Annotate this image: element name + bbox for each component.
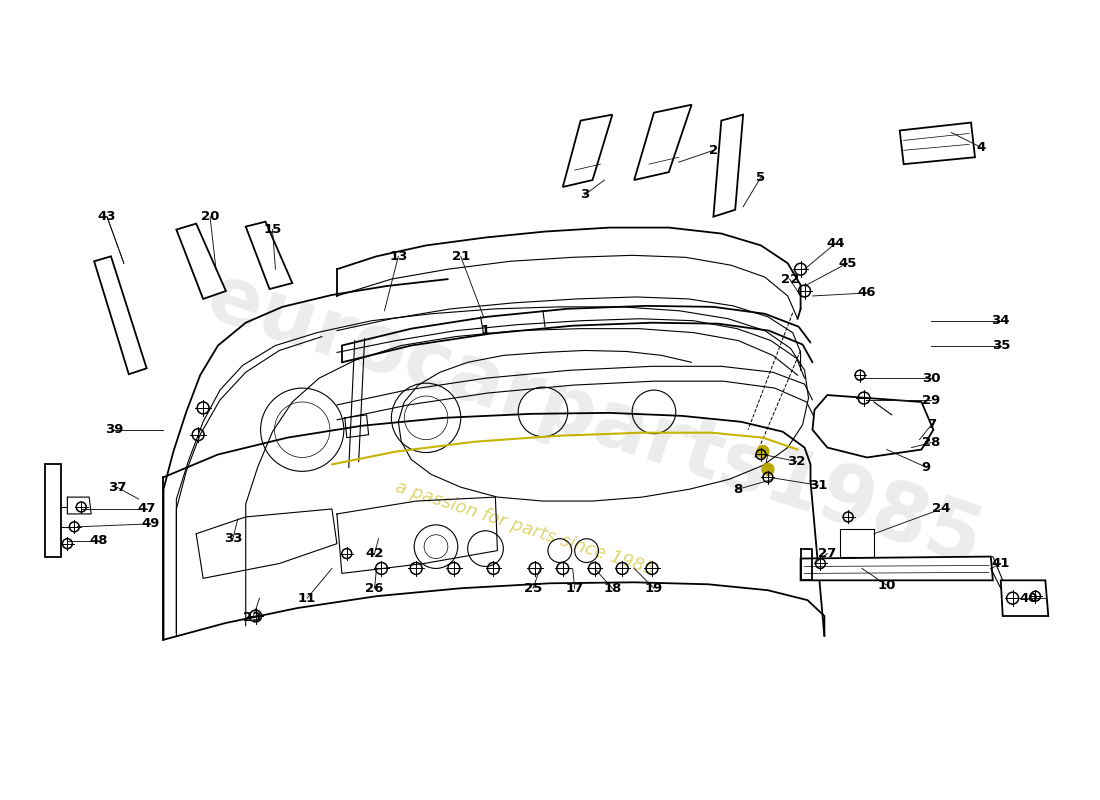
Text: 32: 32 — [788, 455, 806, 468]
Text: 40: 40 — [1020, 592, 1037, 605]
Text: a passion for parts since 1985: a passion for parts since 1985 — [393, 478, 657, 579]
Text: 39: 39 — [104, 423, 123, 436]
Text: 11: 11 — [298, 592, 317, 605]
Text: 3: 3 — [580, 188, 590, 202]
Text: 48: 48 — [90, 534, 108, 547]
Text: 19: 19 — [645, 582, 663, 594]
Text: 37: 37 — [108, 481, 126, 494]
Polygon shape — [813, 395, 934, 458]
Text: 33: 33 — [223, 532, 242, 546]
Text: 49: 49 — [142, 518, 160, 530]
Text: 5: 5 — [757, 170, 766, 183]
Circle shape — [762, 463, 773, 475]
Polygon shape — [714, 114, 744, 217]
Text: 4: 4 — [977, 141, 986, 154]
Text: 25: 25 — [524, 582, 542, 594]
Text: 23: 23 — [243, 611, 262, 625]
Polygon shape — [801, 557, 993, 580]
Text: eurocarparts1985: eurocarparts1985 — [197, 258, 992, 582]
Circle shape — [757, 446, 769, 458]
Polygon shape — [563, 114, 613, 187]
Text: 15: 15 — [263, 223, 282, 236]
Text: 20: 20 — [201, 210, 219, 223]
Text: 10: 10 — [878, 578, 896, 592]
Text: 31: 31 — [810, 478, 827, 492]
Text: 13: 13 — [389, 250, 407, 263]
Text: 47: 47 — [138, 502, 156, 515]
Text: 43: 43 — [98, 210, 117, 223]
Text: 45: 45 — [838, 257, 857, 270]
Polygon shape — [176, 224, 226, 299]
Text: 35: 35 — [991, 339, 1010, 352]
Text: 21: 21 — [452, 250, 470, 263]
Text: 44: 44 — [826, 237, 845, 250]
Text: 27: 27 — [818, 547, 836, 560]
Text: 18: 18 — [603, 582, 622, 594]
Text: 34: 34 — [991, 314, 1010, 327]
Text: 30: 30 — [922, 372, 940, 385]
Text: 9: 9 — [922, 461, 931, 474]
Text: 1: 1 — [481, 324, 491, 337]
Text: 22: 22 — [781, 273, 799, 286]
Text: 24: 24 — [932, 502, 950, 515]
Polygon shape — [1001, 580, 1048, 616]
Text: 29: 29 — [922, 394, 940, 406]
Polygon shape — [95, 256, 146, 374]
Text: 46: 46 — [858, 286, 877, 299]
Text: 17: 17 — [565, 582, 584, 594]
Polygon shape — [45, 465, 62, 557]
Polygon shape — [634, 105, 692, 180]
Text: 41: 41 — [991, 557, 1010, 570]
Text: 28: 28 — [922, 436, 940, 449]
Text: 26: 26 — [365, 582, 384, 594]
Text: 2: 2 — [708, 144, 718, 157]
Polygon shape — [245, 222, 293, 289]
Text: 8: 8 — [734, 482, 742, 496]
Text: 7: 7 — [927, 418, 936, 431]
Polygon shape — [900, 122, 975, 164]
Text: 42: 42 — [365, 547, 384, 560]
